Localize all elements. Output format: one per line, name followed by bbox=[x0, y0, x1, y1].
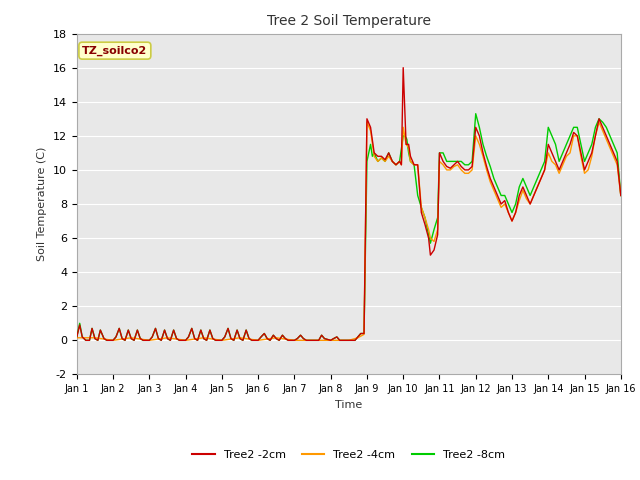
X-axis label: Time: Time bbox=[335, 400, 362, 409]
Title: Tree 2 Soil Temperature: Tree 2 Soil Temperature bbox=[267, 14, 431, 28]
Text: TZ_soilco2: TZ_soilco2 bbox=[82, 46, 147, 56]
Legend: Tree2 -2cm, Tree2 -4cm, Tree2 -8cm: Tree2 -2cm, Tree2 -4cm, Tree2 -8cm bbox=[188, 445, 509, 464]
Y-axis label: Soil Temperature (C): Soil Temperature (C) bbox=[37, 147, 47, 261]
